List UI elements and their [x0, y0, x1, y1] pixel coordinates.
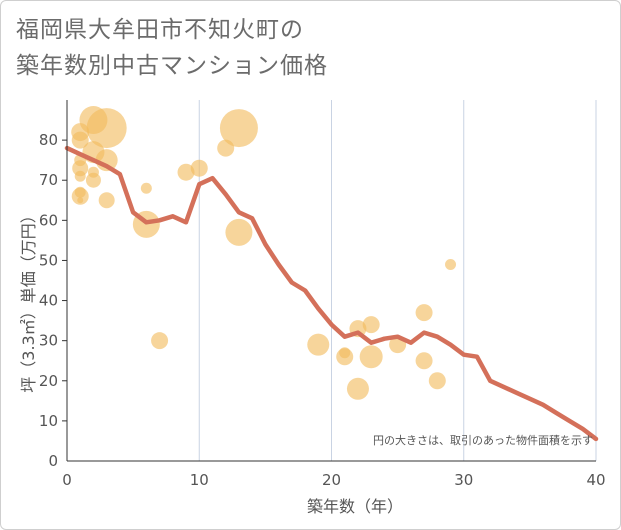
data-bubble: [225, 218, 253, 246]
bubble-series: [71, 106, 457, 400]
y-tick-label: 40: [39, 292, 58, 310]
y-tick-label: 60: [39, 211, 58, 229]
data-bubble: [415, 304, 433, 322]
data-bubble: [359, 345, 383, 369]
data-bubble: [86, 108, 127, 149]
y-tick-label: 50: [39, 251, 58, 269]
x-axis-title: 築年数（年）: [307, 497, 403, 516]
tick-labels: 0 10 20 30 40 0 10 20 30 40 50 60 70 80: [39, 131, 606, 489]
data-bubble: [339, 347, 351, 359]
x-tick-label: 0: [62, 471, 72, 489]
data-bubble: [71, 131, 89, 149]
data-bubble: [346, 377, 369, 400]
chart-title: 福岡県大牟田市不知火町の 築年数別中古マンション価格: [16, 12, 328, 84]
data-bubble: [362, 316, 380, 334]
y-tick-label: 20: [39, 372, 58, 390]
y-tick-label: 30: [39, 332, 58, 350]
data-bubble: [77, 197, 84, 204]
y-tick-label: 70: [39, 171, 58, 189]
data-bubble: [74, 170, 86, 182]
y-tick-label: 10: [39, 412, 58, 430]
data-bubble: [445, 258, 457, 270]
y-axis-title: 坪（3.3㎡）単価（万円）: [19, 207, 38, 392]
trend-line-series: [64, 145, 599, 442]
axes: [62, 100, 596, 462]
data-bubble: [151, 332, 169, 350]
data-bubble: [71, 187, 89, 205]
data-bubble: [219, 109, 258, 148]
data-bubble: [140, 182, 152, 194]
data-bubble: [98, 192, 115, 209]
data-bubble: [190, 159, 208, 177]
y-tick-label: 0: [48, 452, 58, 470]
x-tick-label: 10: [190, 471, 209, 489]
size-note: 円の大きさは、取引のあった物件面積を示す: [373, 433, 593, 447]
trend-line: [64, 145, 599, 442]
data-bubble: [428, 372, 446, 390]
chart-title-line-1: 福岡県大牟田市不知火町の: [16, 17, 304, 43]
data-bubble: [307, 333, 330, 356]
chart-title-line-2: 築年数別中古マンション価格: [16, 53, 328, 79]
y-tick-label: 80: [39, 131, 58, 149]
data-bubble: [415, 352, 433, 370]
data-bubble: [72, 160, 89, 177]
data-bubble: [177, 163, 195, 181]
x-tick-label: 20: [322, 471, 341, 489]
x-tick-label: 40: [586, 471, 605, 489]
grid-lines: [198, 100, 597, 461]
x-tick-label: 30: [454, 471, 473, 489]
data-bubble: [85, 172, 101, 188]
